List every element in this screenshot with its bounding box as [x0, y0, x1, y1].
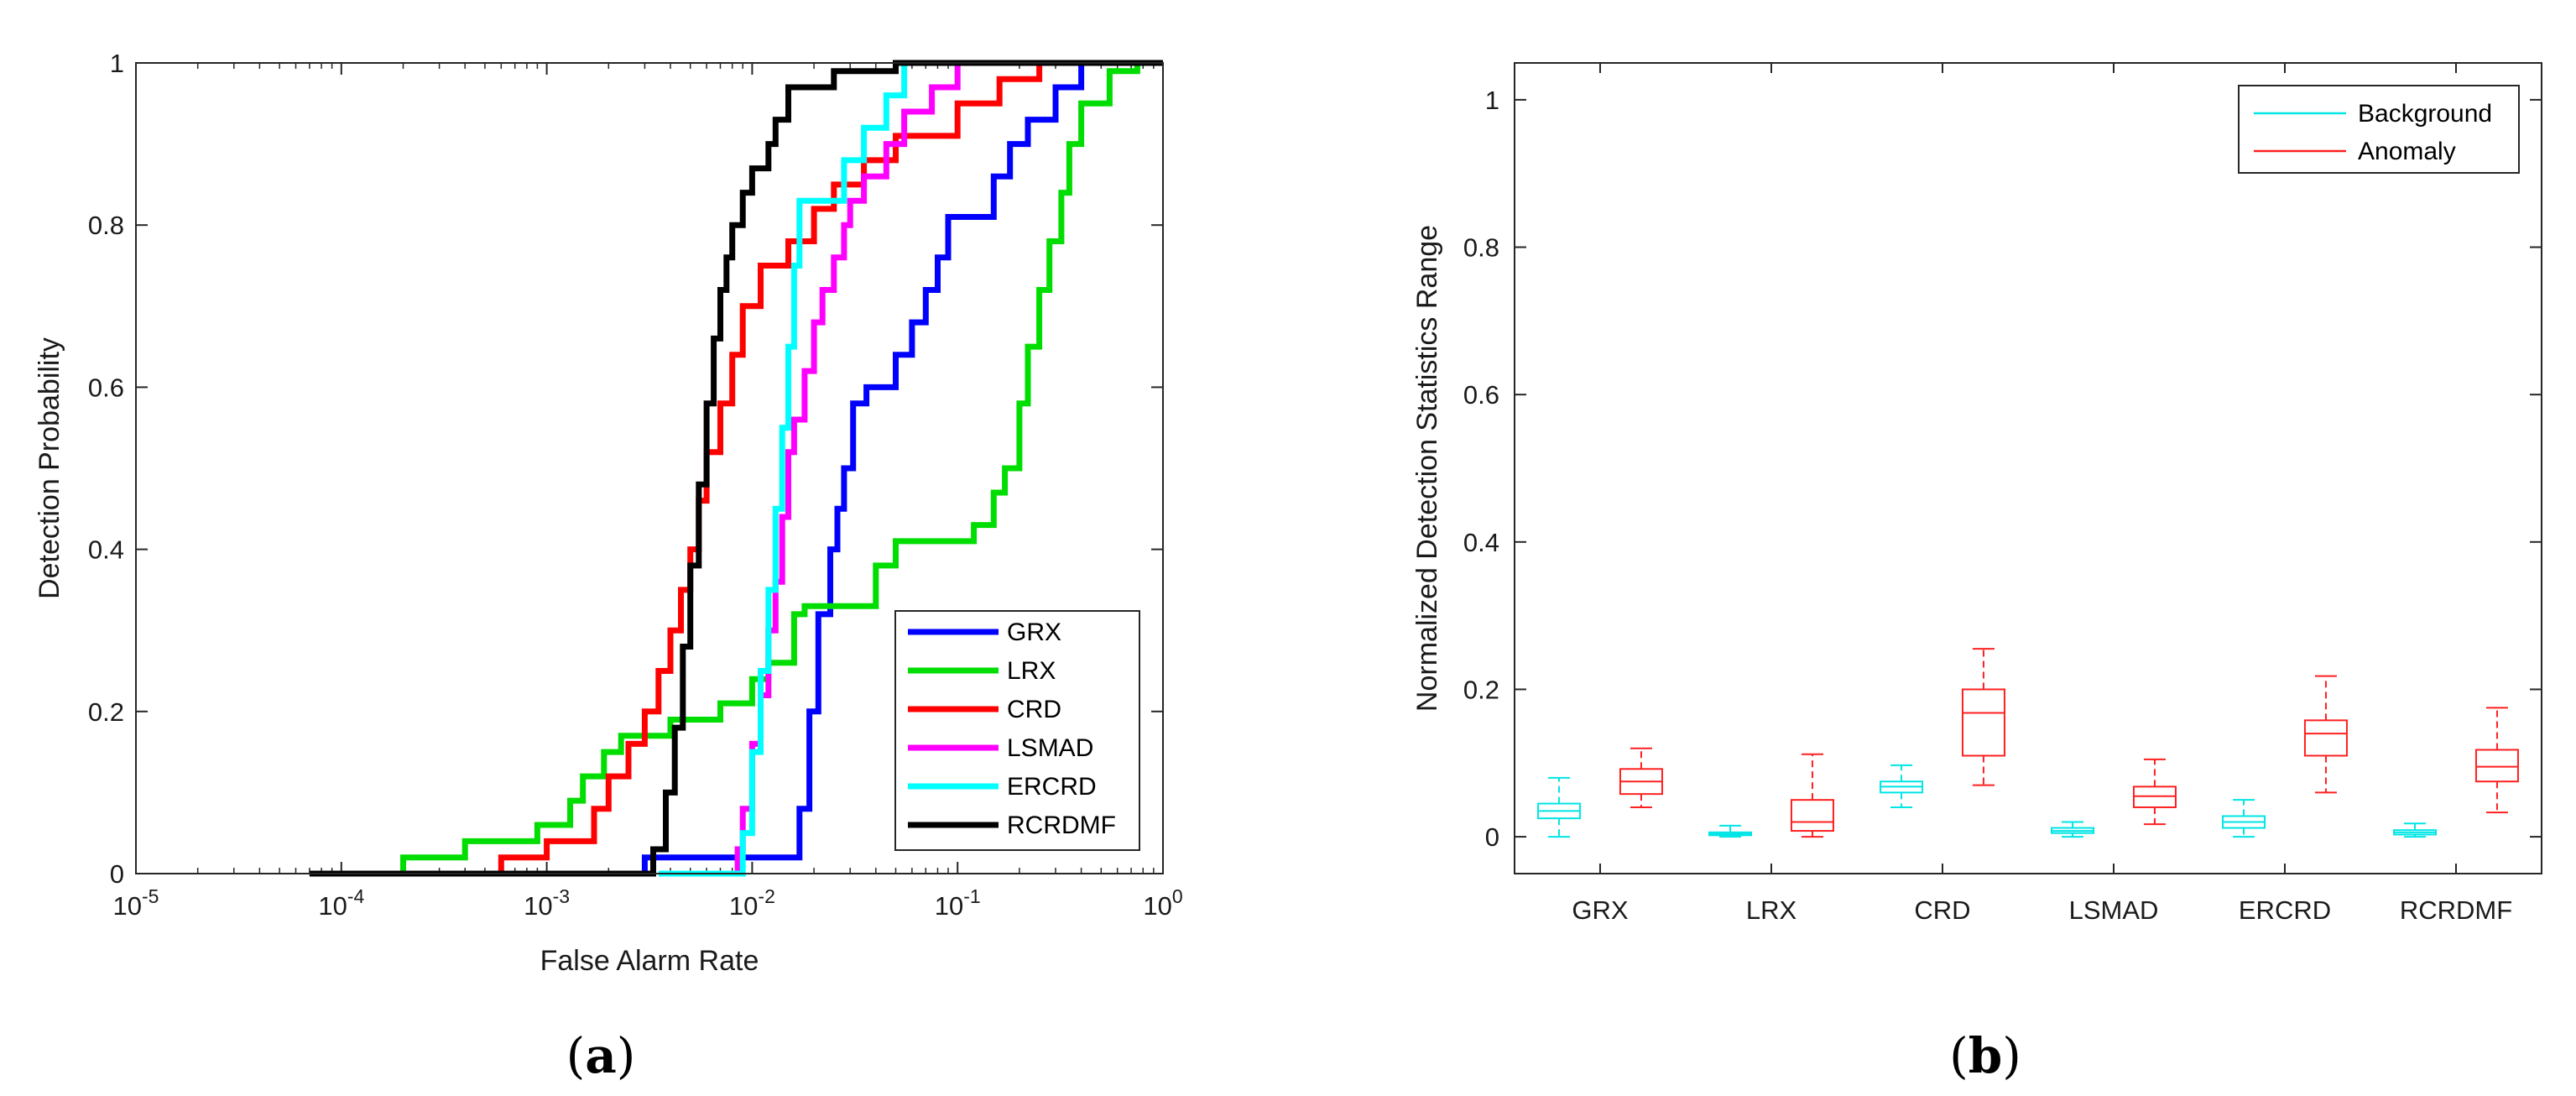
y-tick-label: 0: [110, 859, 124, 889]
y-tick-label: 0: [1485, 822, 1499, 852]
series-line-ercrd: [658, 60, 1163, 877]
panel-a-label: (a): [566, 1027, 636, 1084]
panel-a-x-axis-label: False Alarm Rate: [540, 945, 759, 977]
box-anomaly-lsmad: [2132, 758, 2177, 826]
panel-b-label: (b): [1949, 1027, 2021, 1084]
panel-b-plot-area: [1515, 63, 2542, 874]
y-tick-label: 0.8: [88, 211, 124, 240]
x-tick-label: 10-4: [318, 885, 364, 921]
series-line-grx: [641, 60, 1163, 874]
legend-label-ercrd: ERCRD: [1007, 773, 1097, 801]
box-anomaly-ercrd: [2303, 675, 2348, 794]
panel-b-boxes: [1537, 648, 2519, 838]
x-tick-label: 10-1: [935, 885, 981, 921]
iqr-box: [1961, 688, 2005, 757]
iqr-box: [2474, 749, 2519, 783]
box-background-lrx: [1708, 824, 1753, 838]
legend-label-background: Background: [2358, 100, 2492, 128]
panel-b-axes-box: [1514, 62, 2542, 874]
box-anomaly-rcrdmf: [2474, 707, 2519, 814]
panel-b-legend-box: [2238, 85, 2520, 174]
box-background-rcrdmf: [2393, 822, 2438, 838]
iqr-box: [1790, 799, 1834, 832]
series-line-rcrdmf: [309, 60, 1163, 877]
panel-b-box-chart: 0 0.2 0.4 0.6 0.8 1 GRX LRX CRD LSMAD ERCRD RCRDMF…: [1411, 62, 2542, 1084]
panel-a-axes-box: [135, 62, 1164, 874]
panel-a-series-lines: [309, 60, 1163, 877]
box-background-ercrd: [2222, 799, 2266, 838]
y-tick-label: 0.4: [88, 535, 124, 565]
y-tick-label: 0.6: [1463, 380, 1499, 410]
iqr-box: [2303, 719, 2348, 757]
panel-a-y-axis-label: Detection Probability: [34, 337, 65, 599]
series-line-lrx: [309, 60, 1163, 877]
legend-label-lrx: LRX: [1007, 657, 1056, 685]
box-background-crd: [1880, 764, 1924, 808]
y-tick-label: 0.4: [1463, 528, 1499, 557]
box-anomaly-grx: [1619, 747, 1663, 808]
box-background-lsmad: [2051, 821, 2095, 838]
panel-a-x-tick-labels: 10-5 10-4 10-3 10-2 10-1 100: [113, 885, 1183, 921]
box-background-grx: [1537, 776, 1582, 838]
x-tick-label: LRX: [1746, 895, 1797, 925]
legend-label-anomaly: Anomaly: [2358, 138, 2456, 165]
x-tick-label: GRX: [1572, 895, 1629, 925]
legend-label-grx: GRX: [1007, 618, 1061, 646]
panel-b-y-axis-label: Normalized Detection Statistics Range: [1411, 225, 1443, 712]
panel-b-tick-marks: [1515, 63, 2542, 874]
panel-a-roc-chart: 0 0.2 0.4 0.6 0.8 1 10-5 10-4 10-3 10-2 10-1 100 F…: [34, 49, 1183, 1084]
x-tick-label: 10-5: [113, 885, 159, 921]
series-line-crd: [498, 60, 1163, 874]
legend-label-crd: CRD: [1007, 696, 1061, 723]
x-tick-label: RCRDMF: [2400, 895, 2512, 925]
panel-b-legend: Background Anomaly: [2238, 85, 2520, 174]
y-tick-label: 0.8: [1463, 233, 1499, 263]
panel-a-legend: GRX LRX CRD LSMAD ERCRD RCRDMF: [894, 610, 1140, 851]
y-tick-label: 1: [110, 49, 124, 78]
legend-label-lsmad: LSMAD: [1007, 734, 1093, 762]
x-tick-label: LSMAD: [2069, 895, 2159, 925]
x-tick-label: 10-3: [524, 885, 570, 921]
panel-b-x-tick-labels: GRX LRX CRD LSMAD ERCRD RCRDMF: [1572, 895, 2512, 925]
panel-a-y-tick-labels: 0 0.2 0.4 0.6 0.8 1: [88, 49, 124, 889]
box-anomaly-lrx: [1790, 753, 1834, 838]
y-tick-label: 0.2: [88, 697, 124, 727]
x-tick-label: ERCRD: [2239, 895, 2331, 925]
y-tick-label: 1: [1485, 86, 1499, 115]
panel-a-legend-box: [894, 610, 1140, 851]
panel-b-y-tick-labels: 0 0.2 0.4 0.6 0.8 1: [1463, 86, 1499, 852]
x-tick-label: 100: [1143, 885, 1182, 921]
x-tick-label: CRD: [1914, 895, 1970, 925]
x-tick-label: 10-2: [729, 885, 775, 921]
legend-label-rcrdmf: RCRDMF: [1007, 812, 1116, 839]
y-tick-label: 0.6: [88, 373, 124, 402]
y-tick-label: 0.2: [1463, 675, 1499, 704]
box-anomaly-crd: [1961, 648, 2005, 786]
